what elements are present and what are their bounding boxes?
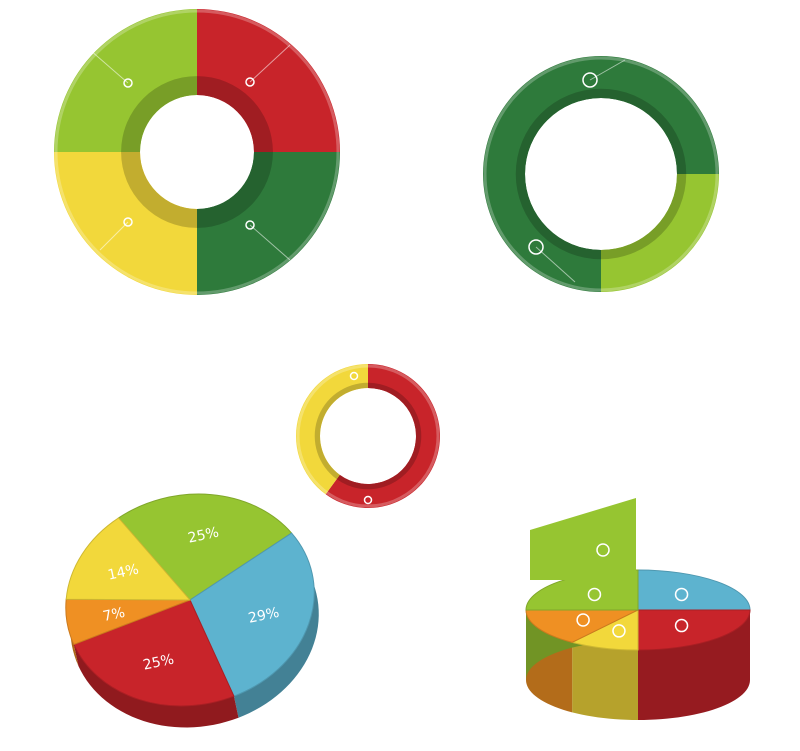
cylinder-slice-side <box>638 610 750 720</box>
donut-rim <box>54 9 340 295</box>
donut-slice-bevel <box>601 174 687 260</box>
donut-chart-four-quarter <box>54 9 340 295</box>
donut-slice <box>325 364 441 509</box>
cylinder-slice-side <box>572 642 638 720</box>
pie-slice <box>117 493 293 601</box>
callout-dot <box>363 495 373 505</box>
callout-dot <box>576 613 590 627</box>
donut-slice <box>197 9 340 152</box>
callout-dot <box>596 543 610 557</box>
donut-rim <box>296 364 440 508</box>
donut-chart-small <box>296 364 441 509</box>
callout-dot <box>674 587 689 602</box>
callout-dot <box>123 78 133 88</box>
callout-dot <box>245 220 255 230</box>
pie-slice-label: 25% <box>187 525 221 547</box>
callout-line <box>99 221 129 251</box>
pie-slice-label: 7% <box>101 605 126 625</box>
pie-slice <box>189 532 315 697</box>
cylinder-raised-slice <box>530 498 636 580</box>
callout-dot <box>582 72 598 88</box>
donut-slice-bevel <box>197 76 273 152</box>
pie-chart-3d-cylinder <box>525 498 751 720</box>
donut-slice-bevel <box>121 152 197 228</box>
donut-slice-bevel <box>121 76 197 152</box>
pie-slice-label: 25% <box>142 652 176 674</box>
callout-dot <box>245 77 255 87</box>
callout-dot <box>349 371 359 381</box>
pie-slice-label: 29% <box>247 605 281 627</box>
donut-slice <box>54 152 197 295</box>
callout-dot <box>674 618 689 633</box>
callout-dot <box>123 217 133 227</box>
cylinder-slice <box>637 569 751 611</box>
pie-chart-3d-labeled: 25% 29% 25% 7% 14% <box>65 493 319 728</box>
donut-slice <box>197 152 340 295</box>
donut-slice <box>296 364 368 495</box>
pie-slice-side <box>73 644 239 728</box>
cylinder-slice <box>637 609 751 651</box>
donut-chart-green-ring <box>483 56 719 292</box>
pie-slice-side <box>233 533 319 718</box>
donut-rim <box>483 56 719 292</box>
callout-line <box>249 224 291 261</box>
callout-dot <box>587 587 602 602</box>
callout-dot <box>528 239 544 255</box>
callout-line <box>535 246 576 283</box>
callout-line <box>89 49 129 84</box>
callout-dot <box>612 624 626 638</box>
callout-line <box>249 44 291 83</box>
pie-slice-label: 14% <box>106 562 140 584</box>
donut-slice-bevel <box>197 152 273 228</box>
pie-slice <box>65 517 192 601</box>
donut-slice-bevel <box>336 382 422 490</box>
donut-slice-bevel <box>314 382 368 480</box>
pie-slice <box>73 599 235 707</box>
